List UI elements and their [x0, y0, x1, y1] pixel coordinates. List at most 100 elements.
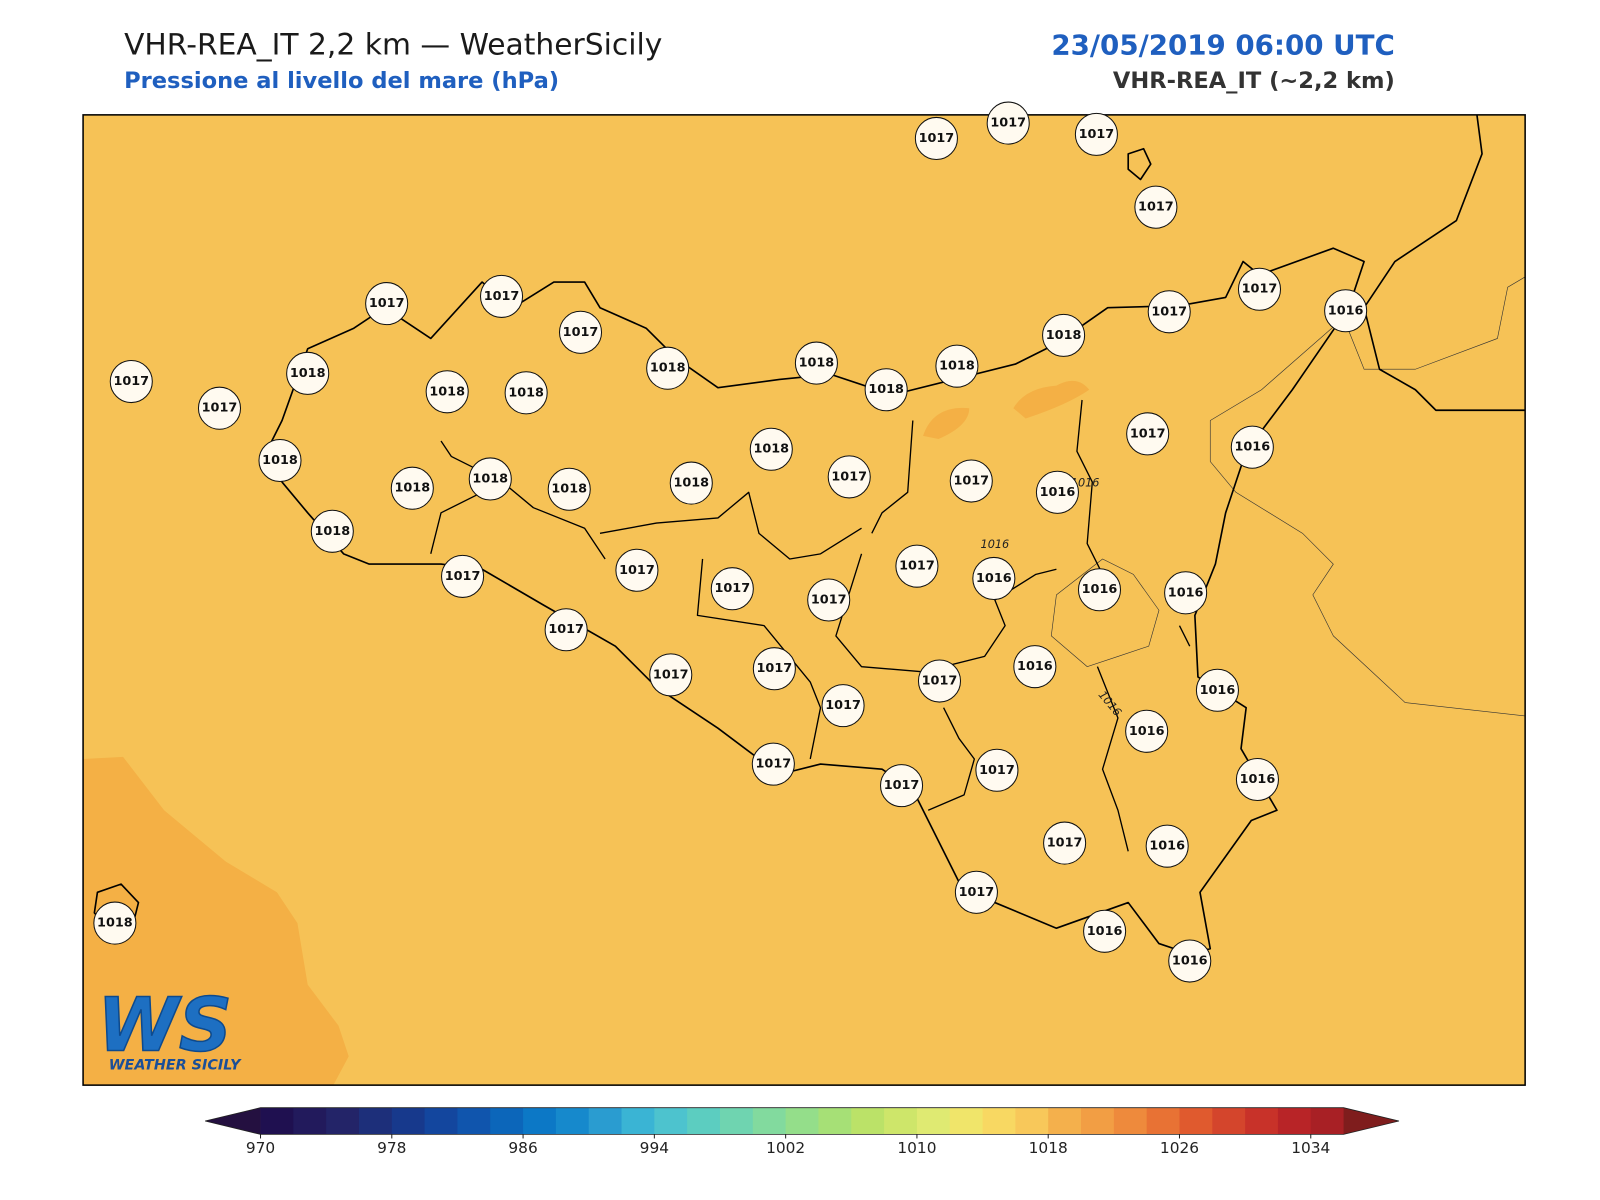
colorbar-segment — [490, 1107, 524, 1135]
colorbar-segment — [1212, 1107, 1246, 1135]
colorbar-tick-label: 1002 — [766, 1139, 805, 1157]
station: 1016 — [1235, 757, 1279, 802]
station-value: 1017 — [653, 667, 689, 682]
colorbar-segment — [260, 1107, 294, 1135]
colorbar-tick-label: 1026 — [1160, 1139, 1199, 1157]
station: 1017 — [986, 101, 1030, 145]
station-marker — [749, 427, 793, 471]
pressure-field — [83, 114, 1526, 1086]
colorbar-segment — [720, 1107, 754, 1135]
station-marker — [669, 461, 713, 505]
colorbar-segment — [326, 1107, 360, 1135]
colorbar-segment — [752, 1107, 787, 1135]
station-marker — [1125, 709, 1169, 753]
station-marker — [794, 341, 838, 385]
station-marker — [954, 870, 998, 914]
colorbar-segment — [1146, 1107, 1180, 1135]
station: 1017 — [914, 116, 958, 160]
station-value: 1017 — [619, 563, 655, 578]
station-value: 1016 — [1040, 485, 1076, 500]
station-value: 1017 — [899, 559, 935, 574]
station-marker — [821, 684, 865, 728]
station: 1017 — [879, 764, 924, 808]
map-frame — [82, 114, 1526, 1086]
colorbar-segment — [1310, 1107, 1345, 1135]
colorbar-segment — [1113, 1107, 1148, 1135]
colorbar-segment — [588, 1107, 623, 1135]
station-marker — [1134, 185, 1178, 229]
station-marker — [1230, 425, 1274, 469]
station: 1018 — [425, 370, 469, 414]
station: 1018 — [468, 457, 512, 501]
high-pressure-area — [83, 756, 349, 1086]
station: 1017 — [1043, 821, 1087, 865]
station-value: 1018 — [753, 442, 789, 457]
colorbar-segment — [1048, 1107, 1082, 1135]
station: 1016 — [1125, 709, 1169, 753]
station-value: 1016 — [1234, 440, 1270, 455]
station-value: 1016 — [1129, 724, 1165, 739]
colorbar-tick-label: 986 — [508, 1139, 537, 1157]
station: 1018 — [864, 368, 908, 412]
subtitle: Pressione al livello del mare (hPa) — [124, 68, 559, 94]
station-value: 1016 — [1168, 585, 1204, 600]
station: 1017 — [479, 274, 524, 318]
station-value: 1017 — [1079, 127, 1115, 142]
station-value: 1018 — [97, 916, 133, 931]
station: 1017 — [821, 684, 865, 728]
map: WS WEATHER SICILY 1016 1016 1016 1017 1017 10… — [82, 101, 1526, 1086]
station: 1017 — [1126, 412, 1170, 456]
station-value: 1018 — [429, 384, 465, 399]
colorbar-segment — [851, 1107, 885, 1135]
station-value: 1017 — [1242, 282, 1278, 297]
station-marker — [1035, 470, 1079, 514]
station: 1017 — [649, 653, 693, 697]
station-marker — [949, 459, 993, 503]
station-marker — [646, 346, 690, 390]
station-marker — [1126, 412, 1170, 456]
station-marker — [751, 742, 795, 786]
station: 1016 — [1324, 289, 1368, 333]
station-value: 1018 — [673, 476, 709, 491]
station-value: 1018 — [868, 382, 904, 397]
station: 1017 — [558, 310, 603, 354]
colorbar-segment — [884, 1107, 918, 1135]
station-marker — [558, 310, 603, 354]
station: 1017 — [917, 659, 962, 703]
station-marker — [710, 567, 754, 611]
station: 1018 — [93, 901, 137, 945]
station-marker — [390, 466, 434, 510]
station: 1018 — [935, 344, 979, 388]
station-marker — [544, 608, 588, 652]
station-marker — [468, 457, 512, 501]
station-marker — [1195, 668, 1239, 712]
station: 1018 — [547, 467, 591, 511]
colorbar-segment — [1277, 1107, 1312, 1135]
station: 1017 — [365, 282, 409, 326]
station-value: 1017 — [113, 374, 149, 389]
colorbar-tick-label: 970 — [246, 1139, 275, 1157]
station: 1016 — [1195, 668, 1239, 712]
station-marker — [1168, 939, 1212, 983]
station-value: 1017 — [1151, 304, 1187, 319]
colorbar-segment — [555, 1107, 590, 1135]
station-marker — [93, 901, 137, 945]
colorbar-tick-label: 1034 — [1291, 1139, 1330, 1157]
station: 1016 — [1077, 568, 1122, 612]
station: 1016 — [1230, 425, 1274, 469]
station: 1016 — [1083, 909, 1127, 953]
station: 1016 — [1035, 470, 1079, 514]
high-pressure-area — [923, 407, 970, 439]
station: 1018 — [310, 509, 354, 553]
coastline — [1127, 147, 1152, 181]
station-value: 1018 — [650, 361, 686, 376]
station: 1017 — [710, 567, 754, 611]
low-pressure-area — [1050, 558, 1160, 668]
colorbar-tick-label: 994 — [640, 1139, 669, 1157]
station: 1017 — [954, 870, 998, 914]
colorbar-outline — [205, 1107, 1400, 1135]
station: 1017 — [807, 578, 851, 622]
station: 1018 — [504, 371, 548, 415]
station-marker — [504, 371, 548, 415]
